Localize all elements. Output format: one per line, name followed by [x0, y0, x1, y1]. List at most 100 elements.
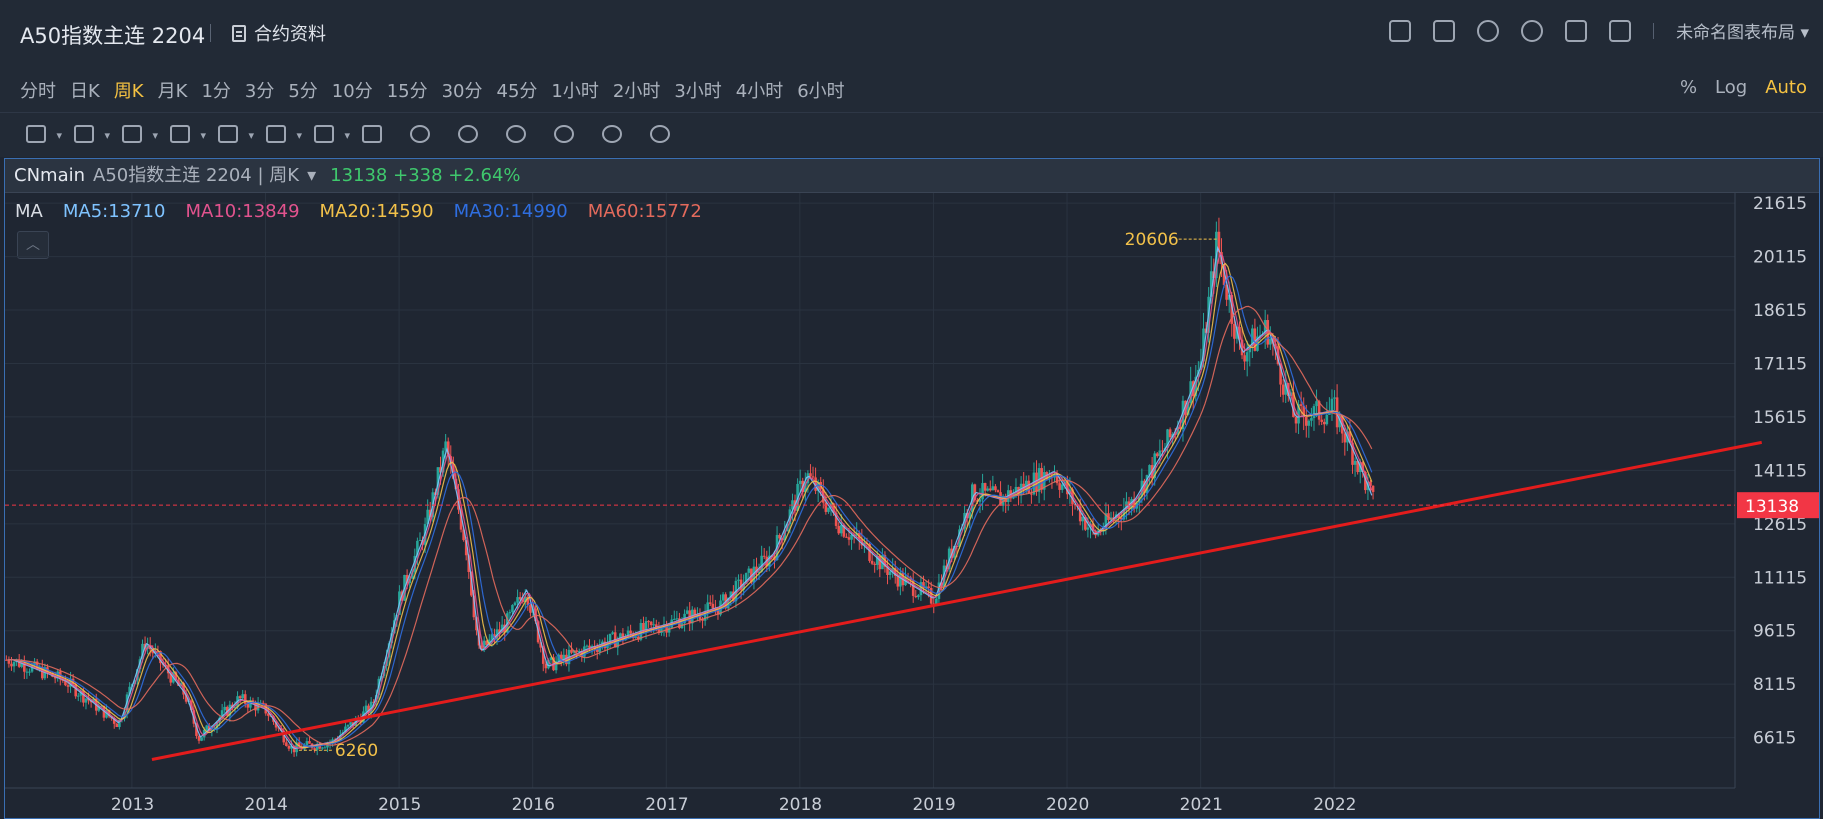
period-tab[interactable]: 2小时 [612, 81, 661, 102]
ma-legend-item[interactable]: MA30:14990 [453, 201, 568, 222]
chart-panel[interactable]: CNmain A50指数主连 2204 | 周K ▾ 13138 +338 +2.64… [4, 158, 1820, 819]
symbol-title[interactable]: A50指数主连 2204 [20, 24, 206, 48]
candle-body [10, 663, 13, 667]
period-tab[interactable]: 1小时 [551, 81, 599, 102]
period-tab[interactable]: 4小时 [735, 81, 784, 102]
symbol-period[interactable]: A50指数主连 2204 | 周K [93, 165, 300, 186]
candle-body [1369, 481, 1372, 486]
period-tab[interactable]: 6小时 [797, 81, 845, 102]
x-tick-label: 2014 [245, 795, 288, 815]
ma-line-ma5[interactable] [7, 245, 1373, 750]
gear-icon[interactable] [1521, 19, 1544, 42]
candle-body [1279, 364, 1282, 385]
period-tab[interactable]: 45分 [496, 81, 538, 102]
candle-body [241, 694, 244, 699]
measure-tool-icon[interactable]: ▾ [314, 123, 350, 145]
candle-body [508, 612, 512, 614]
trash-icon[interactable] [650, 123, 674, 145]
candle-body [464, 540, 468, 556]
candle-body [762, 555, 766, 557]
candle-body [498, 629, 501, 633]
tools-separator [1653, 22, 1655, 39]
ma-legend-item[interactable]: MA5:13710 [62, 201, 166, 222]
clone-icon[interactable] [602, 123, 626, 145]
scale-option[interactable]: Auto [1765, 77, 1807, 98]
edit-icon[interactable] [1433, 19, 1456, 42]
candle-body [1253, 328, 1257, 351]
ma-line-ma10[interactable] [7, 252, 1373, 749]
chevron-down-icon[interactable]: ▾ [307, 165, 317, 186]
ma-line-ma20[interactable] [7, 262, 1373, 749]
layout-selector[interactable]: 未命名图表布局 ▾ [1676, 23, 1809, 43]
line-tool-icon[interactable]: ▾ [26, 123, 62, 145]
period-tab[interactable]: 周K [113, 81, 144, 102]
fib-tool-icon[interactable]: ▾ [170, 123, 206, 145]
ma-line-ma30[interactable] [7, 275, 1373, 748]
ma-legend-item[interactable]: MA10:13849 [185, 201, 300, 222]
candle-body [742, 583, 745, 590]
period-tab[interactable]: 月K [157, 81, 188, 102]
ma-legend-item[interactable]: MA [15, 201, 43, 222]
contract-info-button[interactable]: 合约资料 [232, 20, 326, 46]
indicator-icon[interactable] [1389, 19, 1412, 42]
x-tick-label: 2018 [779, 795, 822, 815]
ma-legend[interactable]: MA MA5:13710 MA10:13849 MA20:14590 MA30:1499… [15, 201, 702, 222]
candle-body [195, 723, 198, 736]
lock-icon[interactable] [458, 123, 482, 145]
pattern-tool-icon[interactable]: ▾ [122, 123, 158, 145]
scale-option[interactable]: Log [1715, 77, 1748, 98]
candle-body [994, 486, 997, 491]
candle-body [369, 701, 373, 714]
period-tab[interactable]: 5分 [288, 81, 318, 102]
candle-tool-icon[interactable] [362, 123, 386, 145]
period-tab[interactable]: 10分 [331, 81, 373, 102]
candle-body [238, 696, 242, 699]
magnet-icon[interactable] [554, 123, 578, 145]
candle-body [418, 539, 422, 541]
arrow-tool-icon[interactable]: ▾ [218, 123, 254, 145]
candle-body [315, 743, 319, 750]
candle-body [1294, 417, 1298, 424]
candle-body [701, 619, 704, 621]
text-tool-icon[interactable]: ▾ [266, 123, 302, 145]
ma-legend-item[interactable]: MA20:14590 [319, 201, 434, 222]
period-tab[interactable]: 日K [70, 81, 100, 102]
ma-legend-item[interactable]: MA60:15772 [587, 201, 702, 222]
scale-option[interactable]: % [1679, 77, 1698, 98]
candle-body [693, 609, 697, 616]
period-tab[interactable]: 分时 [20, 81, 56, 102]
candle-body [1132, 499, 1136, 509]
grid-layout-icon[interactable] [1609, 19, 1632, 42]
candle-body [716, 608, 720, 615]
pencil-icon[interactable] [410, 123, 434, 145]
price-chart[interactable]: 21615 20115 18615 17115 15615 14115 12615 11115… [5, 193, 1819, 818]
candle-body [141, 643, 144, 660]
candle-body [1330, 398, 1334, 411]
trend-line[interactable] [151, 440, 1763, 761]
candle-body [875, 555, 879, 565]
rectangle-tool-icon[interactable]: ▾ [74, 123, 110, 145]
period-tab[interactable]: 3小时 [674, 81, 722, 102]
period-tab[interactable]: 15分 [386, 81, 428, 102]
eye-icon[interactable] [506, 123, 530, 145]
candle-body [1304, 416, 1308, 426]
candle-body [174, 672, 178, 681]
candle-body [184, 694, 188, 702]
data-source: CNmain [14, 165, 86, 186]
candle-body [482, 640, 486, 651]
period-tab[interactable]: 3分 [244, 81, 275, 102]
candle-body [842, 525, 846, 537]
candle-body [737, 579, 740, 581]
fullscreen-icon[interactable] [1565, 19, 1588, 42]
candle-body [133, 680, 137, 684]
collapse-legend-button[interactable]: ︿ [17, 231, 49, 259]
period-tab[interactable]: 1分 [201, 81, 231, 102]
chevron-up-icon: ︿ [26, 237, 40, 253]
refresh-icon[interactable] [1477, 19, 1500, 42]
period-tab[interactable]: 30分 [441, 81, 483, 102]
ma-line-ma60[interactable] [7, 305, 1373, 746]
candle-body [1222, 264, 1226, 285]
period-bar: 分时 日K 周K 月K 1分 3分 5分 10分 15分 30分 45分 1小时 2小时 3小时 4小时 6小… [0, 68, 1823, 113]
top-right-tools: 未命名图表布局 ▾ [1389, 18, 1809, 43]
candle-body [246, 703, 250, 708]
